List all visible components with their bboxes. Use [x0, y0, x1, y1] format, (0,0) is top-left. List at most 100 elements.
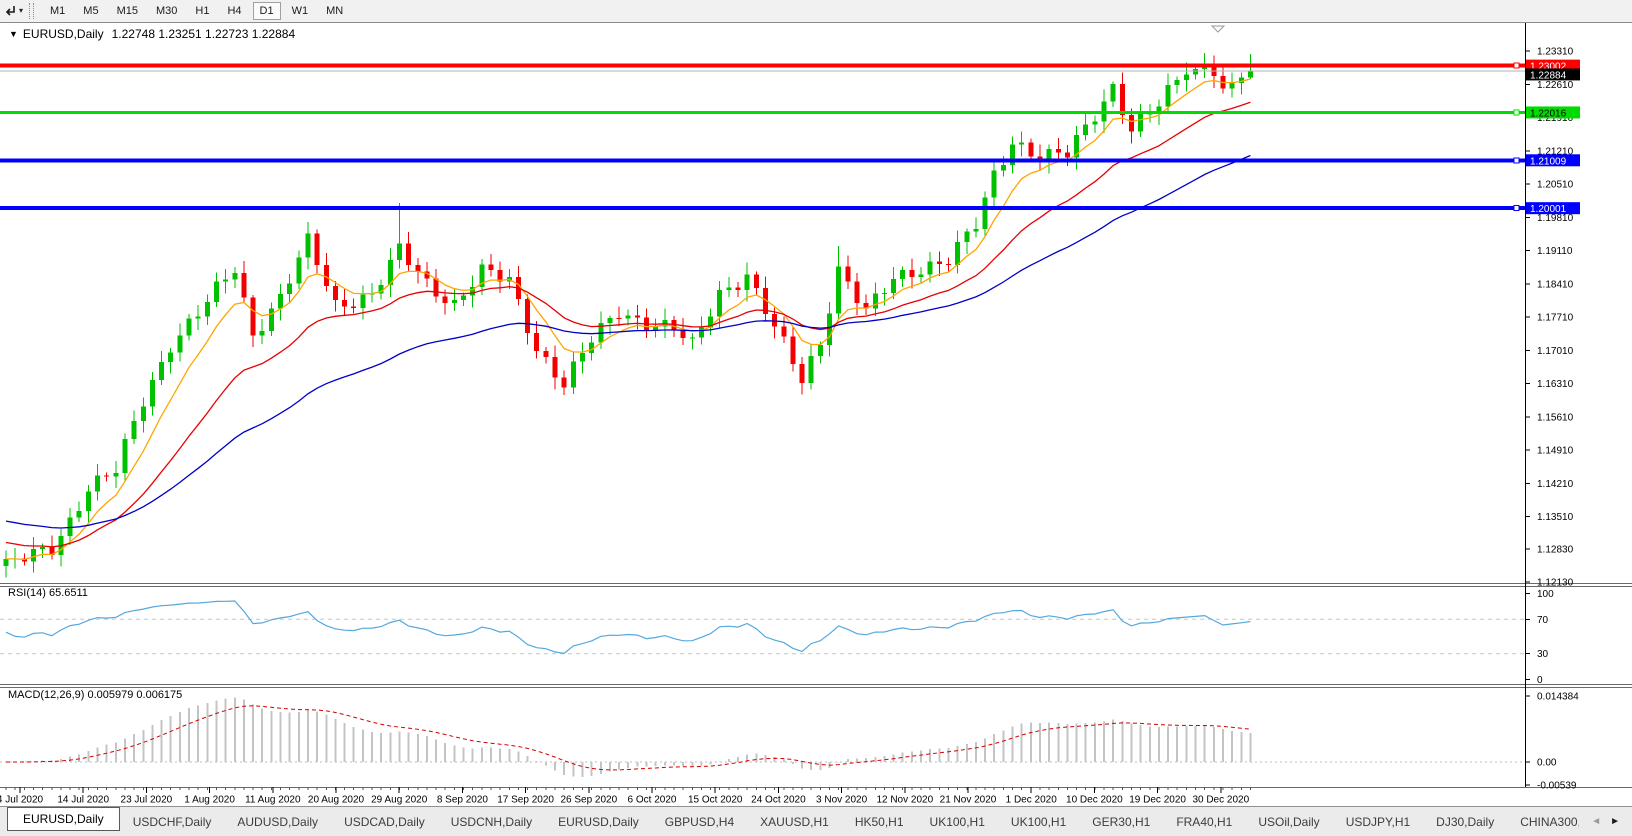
rsi-tick: 30 — [1537, 649, 1549, 660]
chart-tab-10[interactable]: UK100,H1 — [1010, 814, 1067, 829]
toolbar: ▾ M1 M5 M15 M30 H1 H4 D1 W1 MN — [0, 0, 1632, 23]
price-tick: 1.19810 — [1537, 213, 1574, 224]
timeframe-button-mn[interactable]: MN — [326, 5, 344, 17]
toolbar-grip — [29, 3, 35, 19]
svg-text:1.22884: 1.22884 — [1530, 70, 1567, 81]
chart-tab-5[interactable]: EURUSD,Daily — [558, 814, 639, 829]
chart-tab-15[interactable]: DJ30,Daily — [1436, 814, 1495, 829]
macd-panel — [0, 697, 1525, 777]
date-label: 29 Aug 2020 — [371, 795, 428, 806]
chart-tab-13[interactable]: USOil,Daily — [1258, 814, 1320, 829]
price-axis: 1.23310 1.22610 1.21910 1.21210 1.20510 1.198… — [1525, 23, 1579, 792]
chart-title: ▼ EURUSD,Daily 1.22748 1.23251 1.22723 1… — [9, 27, 295, 41]
chart-tab-1[interactable]: USDCHF,Daily — [132, 814, 212, 829]
chart-tab-9[interactable]: UK100,H1 — [929, 814, 985, 829]
macd-histogram — [14, 697, 1252, 777]
timeframe-buttons: M1 M5 M15 M30 H1 H4 D1 W1 MN — [41, 0, 352, 22]
price-tick: 1.12830 — [1537, 544, 1574, 555]
hline-price-tag: 1.22016 — [1526, 106, 1580, 119]
price-tick: 1.23310 — [1537, 47, 1574, 58]
chart-area: 1.23310 1.22610 1.21910 1.21210 1.20510 1.198… — [0, 23, 1632, 806]
macd-tick: 0.014384 — [1537, 692, 1579, 703]
moving-averages — [5, 78, 1251, 561]
date-label: 6 Oct 2020 — [628, 795, 677, 806]
price-tick: 1.19110 — [1537, 246, 1573, 257]
svg-text:1.21009: 1.21009 — [1530, 156, 1567, 167]
chart-tabbar: EURUSD,Daily USDCHF,Daily AUDUSD,Daily USDC… — [0, 806, 1632, 836]
timeframe-button-m30[interactable]: M30 — [155, 5, 178, 17]
chart-tab-7[interactable]: XAUUSD,H1 — [760, 814, 829, 829]
price-tick: 1.17710 — [1537, 313, 1574, 324]
date-label: 10 Dec 2020 — [1066, 795, 1123, 806]
date-label: 4 Jul 2020 — [0, 795, 44, 806]
tab-scroll-right-icon[interactable]: ► — [1610, 816, 1620, 827]
ma-slow-line — [5, 154, 1251, 529]
price-tick: 1.18410 — [1537, 279, 1574, 290]
chevron-down-icon: ▾ — [19, 6, 24, 15]
hline-handle[interactable] — [1513, 157, 1520, 164]
date-label: 23 Jul 2020 — [121, 795, 173, 806]
date-label: 11 Aug 2020 — [245, 795, 301, 806]
timeframe-button-h1[interactable]: H1 — [195, 5, 210, 17]
cursor-tool-icon — [5, 5, 15, 16]
chart-tab-12[interactable]: FRA40,H1 — [1176, 814, 1233, 829]
tab-scroll-left-icon[interactable]: ◄ — [1591, 816, 1602, 827]
chart-tabs: EURUSD,Daily USDCHF,Daily AUDUSD,Daily USDC… — [0, 807, 1579, 836]
chart-tab-4[interactable]: USDCNH,Daily — [450, 814, 533, 829]
date-axis: 4 Jul 2020 14 Jul 2020 23 Jul 2020 1 Aug 20… — [0, 787, 1251, 806]
svg-text:1.20001: 1.20001 — [1530, 204, 1567, 215]
date-label: 26 Sep 2020 — [560, 795, 617, 806]
date-label: 19 Dec 2020 — [1129, 795, 1186, 806]
date-label: 24 Oct 2020 — [751, 795, 806, 806]
symbol-title: EURUSD,Daily — [22, 27, 104, 41]
chart-tab-0[interactable]: EURUSD,Daily — [7, 807, 120, 831]
price-tick: 1.16310 — [1537, 379, 1574, 390]
price-tick: 1.17010 — [1537, 346, 1574, 357]
timeframe-button-m5[interactable]: M5 — [83, 5, 99, 17]
panel-dividers[interactable] — [0, 583, 1632, 788]
tab-scroll-arrows: ◄ ► — [1579, 807, 1632, 836]
horizontal-lines — [0, 62, 1525, 212]
chart-tab-11[interactable]: GER30,H1 — [1092, 814, 1151, 829]
chart-tab-3[interactable]: USDCAD,Daily — [344, 814, 425, 829]
timeframe-button-h4[interactable]: H4 — [227, 5, 242, 17]
timeframe-button-d1[interactable]: D1 — [252, 2, 281, 20]
price-tick: 1.13510 — [1537, 512, 1574, 523]
date-label: 8 Sep 2020 — [437, 795, 489, 806]
chart-shift-marker[interactable] — [1210, 25, 1226, 33]
rsi-line — [5, 600, 1251, 655]
chart-tab-2[interactable]: AUDUSD,Daily — [237, 814, 319, 829]
date-label: 17 Sep 2020 — [497, 795, 554, 806]
date-label: 20 Aug 2020 — [308, 795, 365, 806]
hline-handle[interactable] — [1513, 205, 1520, 212]
rsi-label: RSI(14) 65.6511 — [8, 587, 88, 599]
price-tick: 1.12130 — [1537, 578, 1574, 589]
date-label: 30 Dec 2020 — [1192, 795, 1249, 806]
date-label: 3 Nov 2020 — [816, 795, 868, 806]
date-label: 14 Jul 2020 — [57, 795, 109, 806]
chart-tab-14[interactable]: USDJPY,H1 — [1345, 814, 1411, 829]
date-label: 15 Oct 2020 — [688, 795, 743, 806]
chart-canvas: 1.23310 1.22610 1.21910 1.21210 1.20510 1.198… — [0, 23, 1632, 806]
chart-tab-16[interactable]: CHINA300,H1 — [1520, 814, 1579, 829]
timeframe-button-w1[interactable]: W1 — [291, 5, 309, 17]
rsi-tick: 100 — [1537, 589, 1554, 600]
chart-tab-6[interactable]: GBPUSD,H4 — [664, 814, 735, 829]
rsi-tick: 70 — [1537, 615, 1549, 626]
chart-tool-button[interactable]: ▾ — [0, 5, 26, 18]
rsi-tick: 0 — [1537, 675, 1543, 686]
timeframe-button-m1[interactable]: M1 — [50, 5, 66, 17]
timeframe-button-m15[interactable]: M15 — [116, 5, 138, 17]
current-price-tag: 1.22884 — [1526, 68, 1580, 81]
price-tick: 1.14910 — [1537, 446, 1574, 457]
chart-tab-8[interactable]: HK50,H1 — [854, 814, 904, 829]
svg-text:1.23002: 1.23002 — [1530, 62, 1567, 73]
price-tick: 1.20510 — [1537, 180, 1574, 191]
date-label: 1 Dec 2020 — [1006, 795, 1058, 806]
hline-handle[interactable] — [1513, 62, 1520, 69]
ma-fast-line — [6, 78, 1251, 561]
date-label: 12 Nov 2020 — [876, 795, 933, 806]
collapse-arrow-icon[interactable]: ▼ — [9, 29, 18, 39]
hline-handle[interactable] — [1513, 109, 1520, 116]
macd-label: MACD(12,26,9) 0.005979 0.006175 — [8, 689, 183, 701]
